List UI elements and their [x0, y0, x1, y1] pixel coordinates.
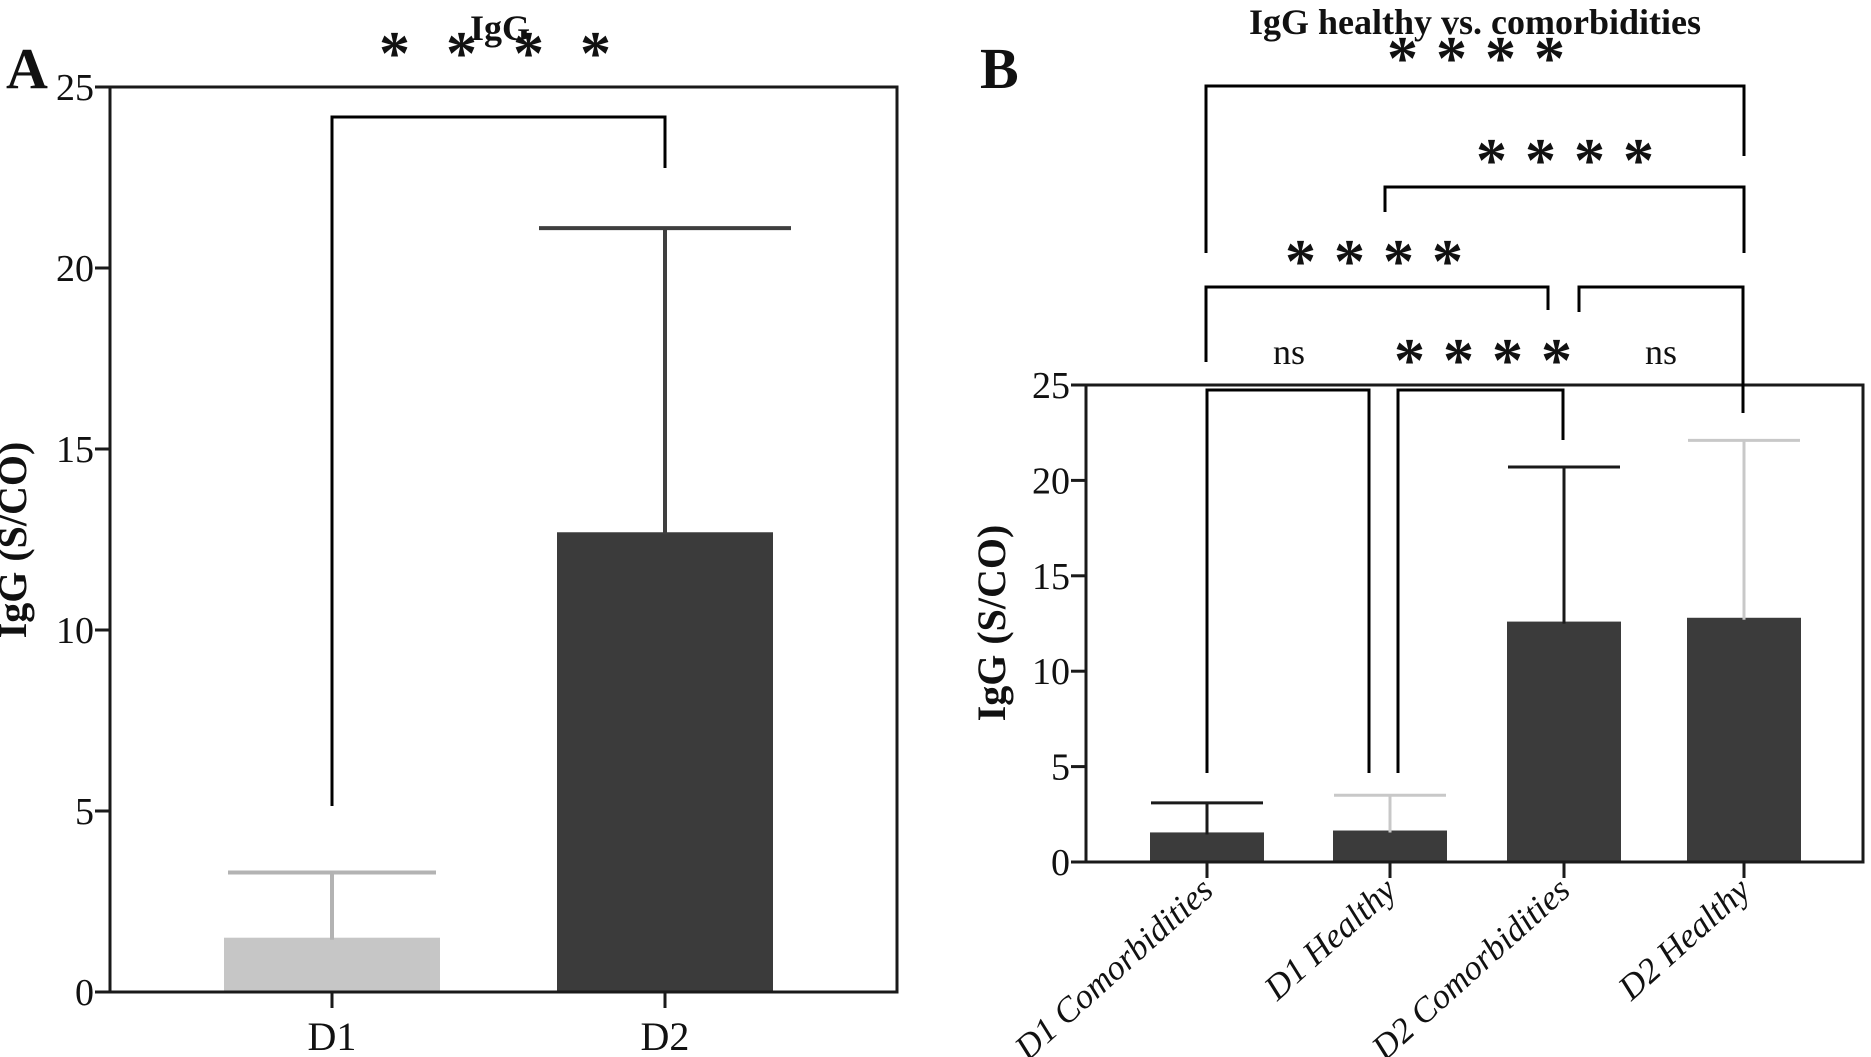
panel-b-sig-label-d1com-d2com: ****: [1285, 228, 1481, 296]
panel-b-sig-label-d2com-d2healthy: ns: [1645, 332, 1677, 372]
y-tick-label: 0: [75, 972, 94, 1014]
y-tick-label: 10: [1032, 651, 1070, 693]
panel-a-title: IgG: [470, 8, 530, 48]
panel-a-letter: A: [6, 36, 48, 101]
panel-b-sig-label-d1com-d1healthy: ns: [1273, 332, 1305, 372]
y-tick-label: 25: [56, 67, 94, 109]
panel-a-y-axis-label: IgG (S/CO): [0, 442, 35, 639]
y-tick-label: 5: [75, 791, 94, 833]
panel-b-bracket-d1com-d2healthy: [1204, 84, 1746, 253]
panel-b-bracket-d1com-d2com: [1204, 285, 1550, 362]
bar-d2-healthy: [1687, 617, 1801, 862]
x-category-label: D1 Comorbidities: [1006, 870, 1220, 1057]
panel-a-plot-layer: 0 5 10 15 20 25 D1 D2: [56, 67, 791, 1057]
x-category-label: D1 Healthy: [1256, 870, 1404, 1009]
panel-a-axis-frame: [108, 85, 899, 994]
bar-d2-comorbidities: [1507, 621, 1621, 862]
x-category-label: D2 Healthy: [1610, 870, 1758, 1009]
y-tick-label: 15: [56, 429, 94, 471]
bar-d1-healthy: [1333, 830, 1447, 862]
y-tick-label: 20: [1032, 460, 1070, 502]
bar-d2: [557, 532, 773, 992]
y-tick-label: 15: [1032, 556, 1070, 598]
panel-a: 0 5 10 15 20 25 D1 D2 A IgG **** IgG (S/CO): [0, 8, 899, 1057]
panel-b-sig-label-d1healthy-d2com: ****: [1394, 327, 1590, 395]
panel-b-sig-label-d1healthy-d2healthy: ****: [1476, 127, 1672, 195]
y-tick-label: 20: [56, 248, 94, 290]
panel-b-bracket-d2com-d2healthy: [1577, 285, 1745, 413]
bar-d1: [224, 937, 440, 992]
y-tick-label: 25: [1032, 365, 1070, 407]
panel-b-y-axis-label: IgG (S/CO): [969, 525, 1014, 722]
y-tick-label: 5: [1051, 747, 1070, 789]
bar-d1-comorbidities: [1150, 832, 1264, 862]
panel-b-bracket-d1com-d1healthy: [1205, 388, 1371, 773]
panel-a-significance-label: ****: [379, 20, 647, 88]
x-category-label: D1: [308, 1014, 357, 1057]
y-tick-label: 10: [56, 610, 94, 652]
panel-b-axis-frame: [1084, 383, 1865, 864]
panel-a-significance-bracket: [330, 115, 667, 806]
panel-b-bracket-d1healthy-d2com: [1396, 388, 1565, 773]
panel-b-letter: B: [980, 36, 1019, 101]
panel-b-title: IgG healthy vs. comorbidities: [1249, 2, 1701, 42]
x-category-label: D2: [641, 1014, 690, 1057]
panel-b-bracket-d1healthy-d2healthy: [1383, 185, 1746, 253]
y-tick-label: 0: [1051, 842, 1070, 884]
panel-b-sig-label-d1com-d2healthy: ****: [1387, 25, 1583, 93]
